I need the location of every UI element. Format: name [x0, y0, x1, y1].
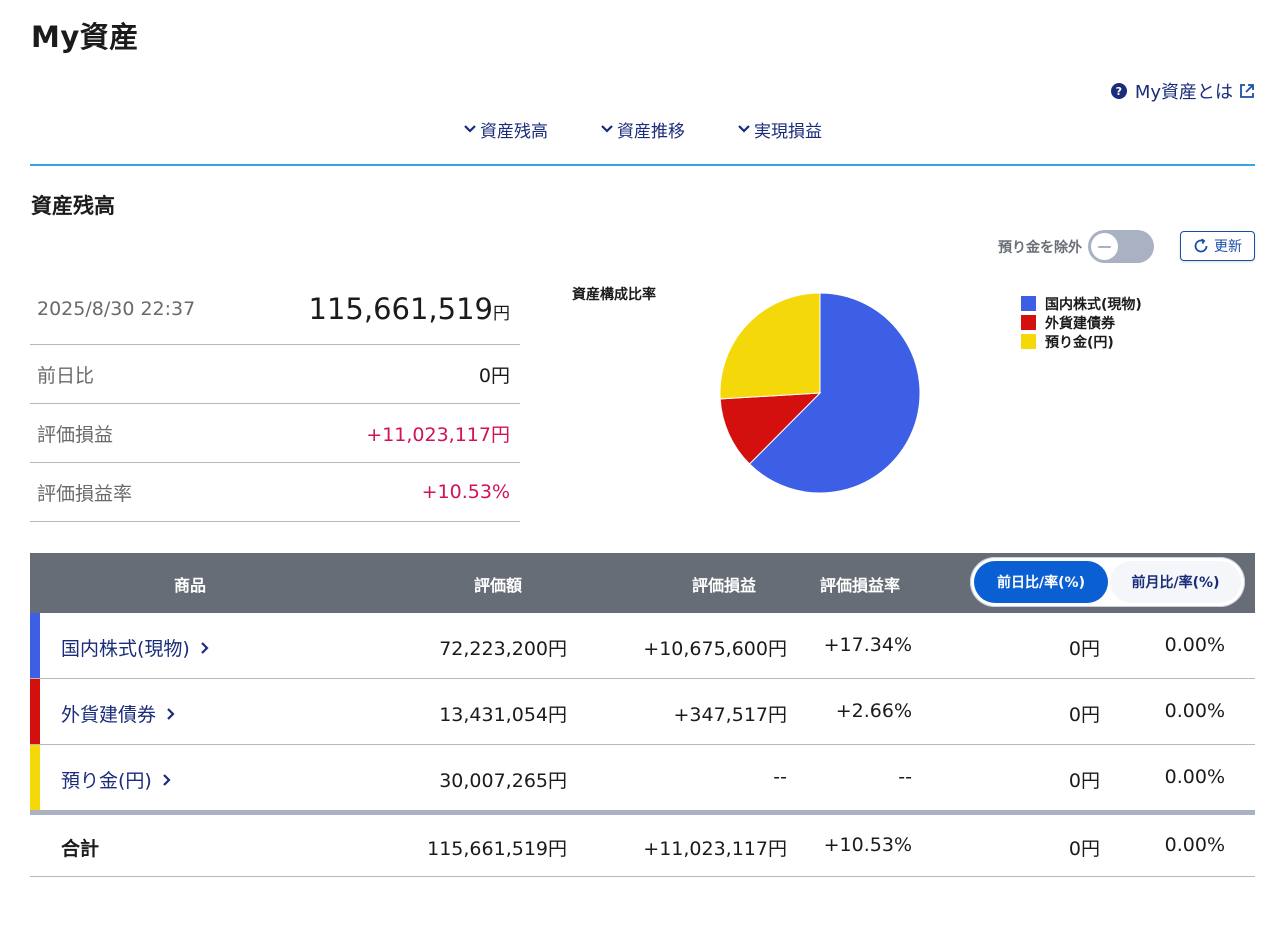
- pie-slice: [719, 292, 821, 400]
- summary-row: 評価損益 +11,023,117円: [30, 404, 520, 463]
- row-change-rate: 0.00%: [1164, 634, 1225, 656]
- refresh-button[interactable]: 更新: [1180, 231, 1255, 261]
- summary-row: 評価損益率 +10.53%: [30, 463, 520, 522]
- summary-datetime: 2025/8/30 22:37: [37, 298, 196, 320]
- chart-legend: 国内株式(現物) 外貨建債券預り金(円): [1021, 294, 1142, 351]
- legend-swatch: [1021, 334, 1036, 349]
- pie-slice: [748, 292, 921, 494]
- row-pl: +10,675,600円: [643, 638, 787, 660]
- summary-total-row: 2025/8/30 22:37 115,661,519円: [30, 274, 520, 345]
- legend-label: 預り金(円): [1045, 334, 1114, 351]
- section-title: 資産残高: [31, 194, 115, 218]
- row-product-link[interactable]: 預り金(円): [61, 766, 172, 793]
- legend-label: 外貨建債券: [1045, 315, 1115, 332]
- legend-item: 外貨建債券: [1021, 313, 1142, 332]
- summary-total-amount: 115,661,519円: [308, 292, 511, 326]
- row-pl-rate: +2.66%: [835, 700, 912, 722]
- header-pl-rate: 評価損益率: [820, 576, 901, 595]
- row-change: 0円: [1068, 770, 1100, 792]
- anchor-realized[interactable]: 実現損益: [737, 117, 822, 164]
- row-change-rate: 0.00%: [1164, 766, 1225, 788]
- legend-label: 国内株式(現物): [1045, 296, 1142, 313]
- row-product-link[interactable]: 国内株式(現物): [61, 634, 210, 661]
- row-product-link[interactable]: 外貨建債券: [61, 700, 176, 727]
- total-valuation: 115,661,519円: [427, 838, 567, 860]
- refresh-icon: [1194, 238, 1208, 253]
- total-label: 合計: [61, 838, 100, 860]
- table-row: 預り金(円) 30,007,265円 -- -- 0円 0.00%: [30, 745, 1255, 810]
- row-valuation: 72,223,200円: [439, 638, 567, 660]
- chevron-down-icon: [738, 125, 750, 133]
- anchor-history[interactable]: 資産推移: [600, 117, 685, 164]
- header-pl: 評価損益: [692, 576, 757, 595]
- row-change-rate: 0.00%: [1164, 700, 1225, 722]
- asset-pie-chart: [719, 292, 921, 494]
- row-pl-rate: +17.34%: [823, 634, 912, 656]
- total-pl: +11,023,117円: [643, 838, 787, 860]
- summary-row: 前日比 0円: [30, 345, 520, 404]
- row-pl-rate: --: [898, 766, 912, 788]
- exclude-deposit-toggle[interactable]: [1088, 230, 1154, 263]
- compare-day-option[interactable]: 前日比/率(%): [974, 561, 1108, 603]
- compare-month-option[interactable]: 前月比/率(%): [1110, 561, 1241, 603]
- pie-slice: [719, 392, 822, 465]
- total-change-rate: 0.00%: [1164, 834, 1225, 856]
- table-row: 外貨建債券 13,431,054円 +347,517円 +2.66% 0円 0.…: [30, 679, 1255, 745]
- help-link-label: My資産とは: [1134, 82, 1233, 103]
- chevron-right-icon: [201, 641, 209, 654]
- legend-swatch: [1021, 315, 1036, 330]
- help-link[interactable]: ? My資産とは: [1110, 78, 1255, 104]
- exclude-deposit-toggle-group: 預り金を除外: [998, 230, 1154, 263]
- anchor-balance[interactable]: 資産残高: [463, 117, 548, 164]
- page-title: My資産: [31, 20, 139, 54]
- table-total-row: 合計 115,661,519円 +11,023,117円 +10.53% 0円 …: [30, 815, 1255, 877]
- toggle-knob: [1091, 233, 1118, 260]
- toggle-label: 預り金を除外: [998, 239, 1082, 256]
- anchor-label: 実現損益: [754, 122, 822, 142]
- row-pl: +347,517円: [673, 704, 788, 726]
- row-valuation: 30,007,265円: [439, 770, 567, 792]
- legend-item: 国内株式(現物): [1021, 294, 1142, 313]
- row-color-bar: [30, 745, 40, 810]
- anchor-nav: 資産残高 資産推移 実現損益: [30, 117, 1255, 166]
- row-color-bar: [30, 613, 40, 678]
- chart-title: 資産構成比率: [572, 287, 656, 303]
- row-valuation: 13,431,054円: [439, 704, 567, 726]
- legend-swatch: [1021, 296, 1036, 311]
- row-pl: --: [773, 766, 787, 788]
- table-row: 国内株式(現物) 72,223,200円 +10,675,600円 +17.34…: [30, 613, 1255, 679]
- total-pl-rate: +10.53%: [823, 834, 912, 856]
- chevron-right-icon: [167, 707, 175, 720]
- total-separator: [30, 810, 1255, 815]
- asset-table: 商品 評価額 評価損益 評価損益率 前日比/率(%) 前月比/率(%) 国内株式…: [30, 553, 1255, 877]
- chevron-down-icon: [601, 125, 613, 133]
- chevron-right-icon: [163, 773, 171, 786]
- help-icon: ?: [1110, 83, 1127, 99]
- anchor-label: 資産残高: [480, 122, 548, 142]
- external-link-icon: [1239, 83, 1255, 99]
- compare-segmented-control: 前日比/率(%) 前月比/率(%): [970, 557, 1245, 607]
- table-header: 商品 評価額 評価損益 評価損益率 前日比/率(%) 前月比/率(%): [30, 553, 1255, 613]
- anchor-label: 資産推移: [617, 122, 685, 142]
- chevron-down-icon: [464, 125, 476, 133]
- legend-item: 預り金(円): [1021, 332, 1142, 351]
- header-product: 商品: [174, 576, 207, 595]
- row-change: 0円: [1068, 704, 1100, 726]
- refresh-label: 更新: [1214, 239, 1242, 255]
- total-change: 0円: [1068, 838, 1100, 860]
- header-valuation: 評価額: [474, 576, 523, 595]
- balance-summary: 2025/8/30 22:37 115,661,519円 前日比 0円 評価損益…: [30, 274, 520, 522]
- row-change: 0円: [1068, 638, 1100, 660]
- row-color-bar: [30, 679, 40, 744]
